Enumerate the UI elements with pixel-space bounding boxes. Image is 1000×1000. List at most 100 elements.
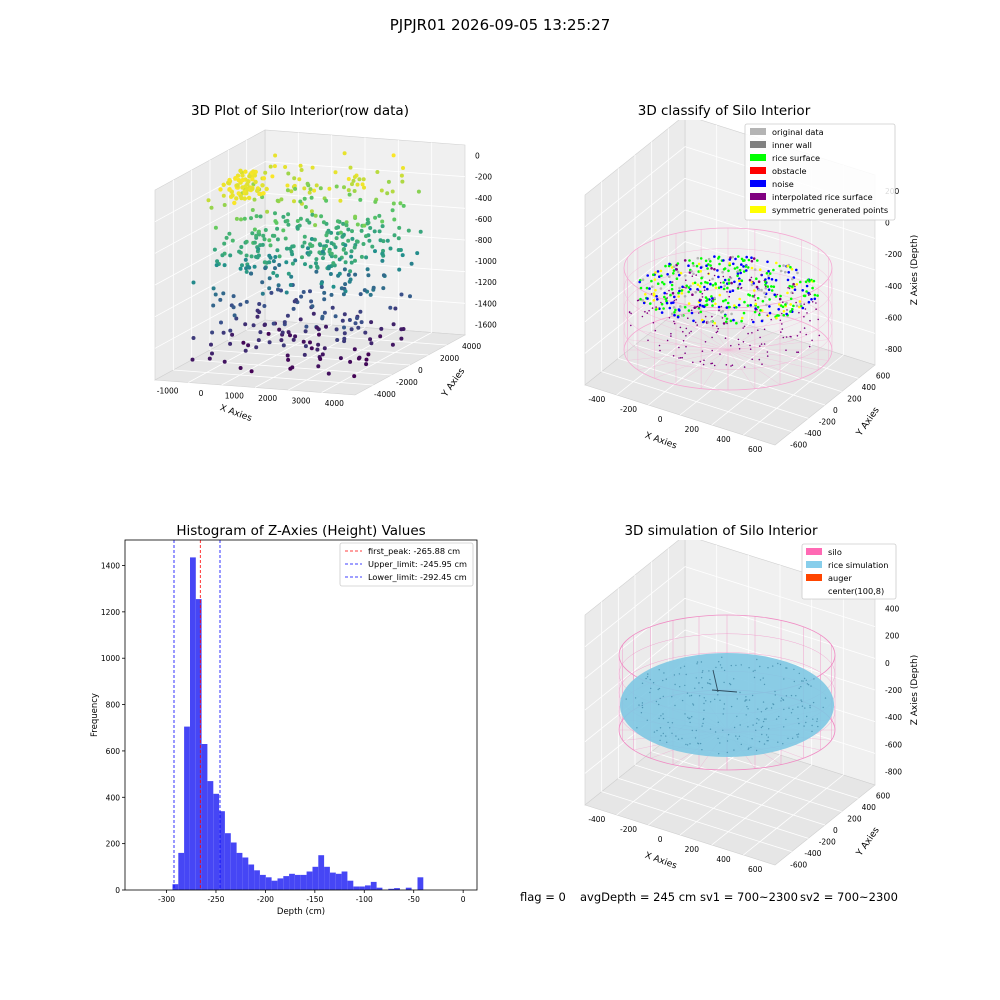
data-point	[254, 214, 259, 219]
classified-point	[687, 309, 691, 312]
data-point	[351, 178, 356, 183]
data-point	[279, 338, 284, 343]
data-point	[346, 227, 351, 232]
classified-point	[697, 262, 701, 266]
classified-point	[679, 305, 682, 308]
data-point	[348, 269, 353, 274]
data-point	[398, 201, 403, 206]
data-point	[302, 240, 307, 245]
interpolated-point	[696, 324, 698, 326]
interpolated-point	[688, 332, 691, 334]
data-point	[373, 199, 378, 204]
classified-point	[639, 286, 643, 290]
rice-point	[641, 702, 644, 704]
classified-point	[726, 301, 730, 305]
data-point	[349, 254, 354, 259]
x-tick-label: -50	[408, 895, 420, 904]
legend-swatch	[750, 167, 766, 174]
y-tick-label: -200	[819, 417, 836, 426]
classified-point	[690, 270, 693, 273]
z-tick-label: -800	[885, 345, 902, 354]
x-tick-label: -400	[588, 815, 605, 824]
classified-point	[812, 279, 816, 283]
data-point	[240, 173, 245, 178]
rice-point	[797, 733, 800, 735]
data-point	[283, 236, 288, 241]
classified-point	[672, 306, 676, 309]
classified-point	[764, 286, 768, 290]
y-tick-label: 0	[833, 826, 838, 835]
data-point	[409, 261, 414, 266]
classified-point	[747, 293, 750, 296]
classified-point	[699, 257, 703, 260]
data-point	[222, 203, 227, 207]
rice-points	[625, 656, 827, 755]
rice-point	[800, 686, 802, 688]
interpolated-point	[698, 312, 700, 314]
data-point	[366, 273, 371, 278]
histogram-bar	[324, 866, 330, 890]
rice-point	[746, 699, 748, 701]
rice-point	[785, 718, 787, 721]
data-point	[329, 251, 334, 256]
classified-point	[763, 291, 766, 295]
classified-point	[668, 306, 672, 310]
data-point	[246, 264, 251, 269]
interpolated-point	[708, 279, 711, 282]
classified-point	[802, 294, 806, 298]
data-point	[312, 237, 317, 242]
data-point	[400, 179, 405, 184]
rice-point	[729, 683, 732, 686]
classified-point	[740, 263, 743, 266]
classified-point	[679, 271, 683, 275]
classified-point	[770, 278, 774, 281]
data-point	[236, 191, 241, 196]
data-point	[349, 249, 354, 254]
rice-point	[683, 665, 686, 667]
rice-point	[717, 737, 719, 740]
classified-point	[684, 274, 687, 277]
data-point	[266, 331, 271, 336]
data-point	[249, 216, 253, 221]
classified-point	[728, 258, 732, 261]
rice-point	[795, 695, 797, 697]
x-tick-label: -150	[306, 895, 323, 904]
rice-point	[659, 739, 661, 742]
scatter-points	[190, 151, 423, 379]
data-point	[388, 246, 393, 251]
classified-point	[672, 269, 676, 272]
rice-point	[656, 729, 658, 732]
data-point	[330, 305, 335, 310]
interpolated-point	[806, 312, 808, 314]
rice-point	[660, 715, 662, 717]
classified-point	[734, 306, 738, 309]
histogram-bar	[295, 874, 301, 890]
rice-point	[679, 686, 681, 688]
histogram-title: Histogram of Z-Axies (Height) Values	[176, 523, 426, 539]
classified-point	[675, 268, 678, 271]
data-point	[300, 244, 305, 249]
classified-point	[653, 278, 657, 281]
data-point	[379, 326, 384, 331]
classified-point	[645, 286, 649, 290]
classified-point	[709, 264, 712, 267]
data-point	[312, 188, 317, 193]
data-point	[355, 239, 360, 244]
y-tick-label: 400	[106, 793, 121, 802]
data-point	[350, 236, 355, 241]
rice-point	[740, 743, 742, 746]
classified-point	[704, 296, 708, 299]
interpolated-point	[754, 299, 757, 302]
rice-point	[762, 720, 765, 723]
classified-point	[736, 266, 739, 269]
classified-point	[739, 271, 742, 275]
classified-point	[742, 265, 745, 268]
histogram-bar	[289, 873, 295, 890]
interpolated-point	[695, 274, 697, 276]
rice-point	[816, 718, 818, 720]
classified-point	[711, 299, 715, 303]
interpolated-point	[766, 355, 769, 357]
classified-point	[669, 293, 672, 297]
data-point	[305, 181, 310, 186]
data-point	[314, 257, 319, 262]
